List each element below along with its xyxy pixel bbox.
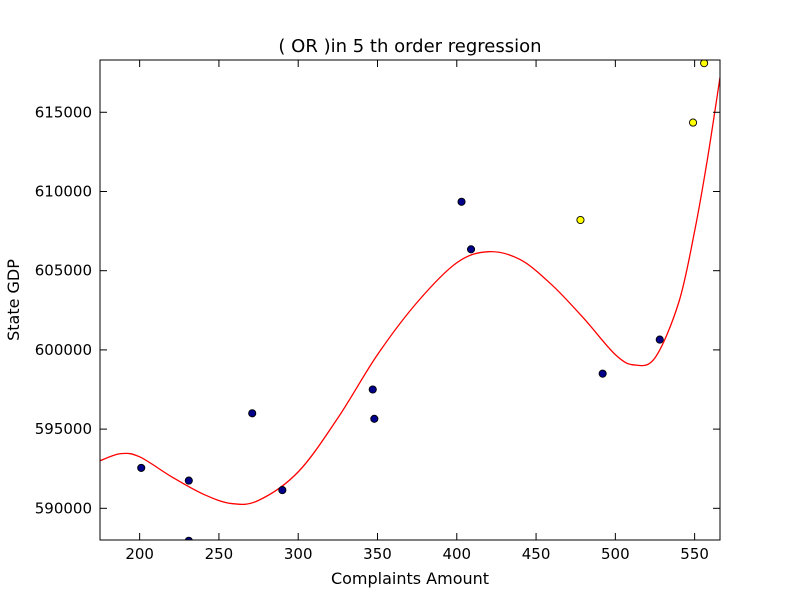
y-tick-label: 600000 (35, 341, 92, 359)
highlighted-data-point (700, 60, 709, 68)
plot-area: 200 250 300 350 400 450 500 550 590000 595000 6000… (35, 59, 721, 563)
data-point (655, 335, 664, 344)
axes-frame (99, 59, 721, 541)
data-point (184, 476, 193, 485)
x-tick-label: 250 (205, 545, 234, 563)
regression-line (100, 77, 720, 506)
data-point (248, 409, 257, 418)
x-tick-label: 450 (522, 545, 551, 563)
y-tick-label: 590000 (35, 499, 92, 517)
y-tick-label: 610000 (35, 182, 92, 200)
y-tick-label: 605000 (35, 262, 92, 280)
x-tick-label: 400 (442, 545, 471, 563)
x-tick-label: 350 (363, 545, 392, 563)
data-point (368, 385, 377, 394)
chart-title: ( OR )in 5 th order regression (278, 36, 541, 57)
plot-content (100, 60, 720, 540)
x-tick-label: 550 (680, 545, 709, 563)
x-tick-label: 300 (284, 545, 313, 563)
y-tick-label: 615000 (35, 103, 92, 121)
highlighted-data-point (688, 118, 698, 127)
x-axis-label: Complaints Amount (331, 569, 489, 588)
x-tick-label: 200 (125, 545, 154, 563)
highlighted-data-point (576, 215, 585, 225)
data-point (370, 414, 379, 423)
data-point (466, 245, 476, 254)
data-point (457, 197, 466, 206)
data-point (137, 463, 146, 472)
x-tick-label: 500 (601, 545, 630, 563)
data-point (184, 536, 193, 540)
y-tick-label: 595000 (35, 420, 92, 438)
data-point (278, 486, 287, 495)
y-axis-label: State GDP (4, 259, 23, 341)
data-point (598, 369, 607, 378)
